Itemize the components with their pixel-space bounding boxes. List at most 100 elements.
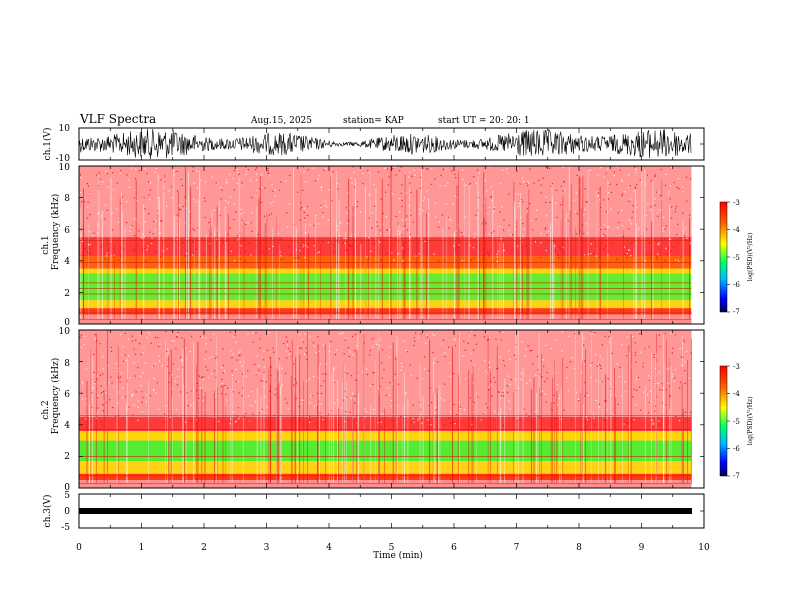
- spec-noise: [397, 230, 399, 232]
- spec-noise: [631, 420, 633, 423]
- spec-noise: [240, 252, 242, 254]
- xtick-4: 4: [326, 543, 332, 553]
- spec-noise: [484, 179, 486, 182]
- spec-noise: [144, 221, 146, 223]
- spec-noise: [671, 217, 673, 219]
- spec-noise: [398, 252, 400, 255]
- spec-noise: [684, 227, 686, 229]
- spec-noise: [361, 371, 363, 373]
- spec-noise: [192, 254, 194, 256]
- spec-noise: [263, 366, 265, 368]
- spec-noise: [501, 206, 503, 208]
- spec-noise: [636, 389, 638, 391]
- spec-noise: [102, 368, 104, 370]
- spec-noise: [607, 211, 609, 213]
- spec-noise: [584, 208, 586, 211]
- spec-noise: [402, 219, 404, 221]
- spec-noise: [263, 359, 265, 361]
- spec-noise: [630, 254, 632, 257]
- spec-noise: [132, 394, 134, 396]
- spec-noise: [445, 203, 447, 205]
- spec-noise: [160, 256, 162, 258]
- ch3-waveform-panel: 5 0 -5 ch.3(V): [42, 491, 705, 533]
- spec-noise: [92, 234, 94, 236]
- spec-noise: [128, 179, 130, 181]
- spec-noise: [272, 347, 274, 349]
- spec-noise: [633, 388, 635, 390]
- ch1-waveform-panel: 10 -10 ch.1(V): [42, 124, 705, 164]
- spec-noise: [237, 407, 239, 409]
- spec-noise: [101, 424, 103, 426]
- spec-noise: [440, 174, 442, 176]
- spec-noise: [409, 364, 411, 366]
- spec-noise: [133, 362, 135, 364]
- spec-noise: [653, 356, 655, 358]
- spec-noise: [113, 386, 115, 388]
- spec-noise: [469, 335, 471, 337]
- cb2-tick-m6: -6: [733, 445, 740, 453]
- spec-noise: [210, 339, 212, 341]
- spec-noise: [239, 241, 241, 243]
- spec-noise: [364, 408, 366, 410]
- x-axis: 0 1 2 3 4 5 6 7 8 9 10 Time (min): [76, 543, 710, 561]
- spec-noise: [502, 391, 504, 393]
- spec-noise: [667, 247, 669, 249]
- spec-noise: [662, 216, 664, 219]
- spec-noise: [525, 245, 527, 247]
- spec-noise: [401, 205, 403, 207]
- spec-noise: [221, 385, 223, 388]
- spec-noise: [670, 206, 673, 208]
- spec-noise: [522, 177, 524, 179]
- spec-noise: [99, 374, 101, 376]
- spec-noise: [500, 183, 502, 185]
- spec-noise: [418, 253, 420, 255]
- spec-noise: [671, 352, 673, 354]
- spec-noise: [546, 215, 548, 217]
- spec-noise: [375, 343, 378, 345]
- spec-noise: [629, 219, 631, 221]
- spec-noise: [202, 378, 204, 380]
- spec-noise: [657, 244, 660, 246]
- spec-noise: [247, 419, 250, 421]
- spec-noise: [205, 366, 207, 368]
- spec-noise: [388, 229, 390, 231]
- spec-noise: [654, 382, 656, 384]
- spec-noise: [140, 375, 142, 377]
- spec-noise: [293, 357, 295, 359]
- spec-noise: [346, 241, 348, 243]
- spec-noise: [402, 260, 404, 262]
- spec-noise: [443, 424, 446, 426]
- spec-noise: [463, 409, 466, 411]
- spec-noise: [675, 259, 677, 261]
- spec-noise: [540, 416, 542, 418]
- station-label: station= KAP: [343, 116, 404, 126]
- spec-noise: [556, 384, 559, 386]
- spec-noise: [80, 254, 82, 257]
- spec-noise: [222, 241, 225, 243]
- spec-noise: [503, 395, 505, 397]
- spec-noise: [464, 349, 466, 351]
- spec-noise: [453, 373, 455, 375]
- spec-noise: [261, 174, 263, 176]
- spec-noise: [330, 340, 332, 343]
- spec-noise: [442, 168, 444, 170]
- spec-noise: [621, 344, 623, 346]
- spec-noise: [81, 398, 83, 400]
- spec-noise: [665, 225, 667, 227]
- spec-noise: [322, 418, 324, 420]
- spec-noise: [181, 360, 183, 362]
- spec-noise: [120, 247, 122, 249]
- spec-noise: [420, 204, 422, 207]
- spec-noise: [222, 372, 224, 374]
- spec-noise: [243, 415, 245, 417]
- spec-noise: [593, 253, 595, 255]
- spec-noise: [267, 167, 269, 170]
- spec-noise: [356, 206, 358, 208]
- spec-noise: [307, 169, 309, 171]
- spec-noise: [262, 252, 264, 254]
- spec-noise: [626, 336, 629, 338]
- spec-noise: [651, 419, 653, 421]
- spec-noise: [303, 171, 305, 173]
- spec-noise: [664, 260, 666, 262]
- spec-noise: [496, 256, 498, 258]
